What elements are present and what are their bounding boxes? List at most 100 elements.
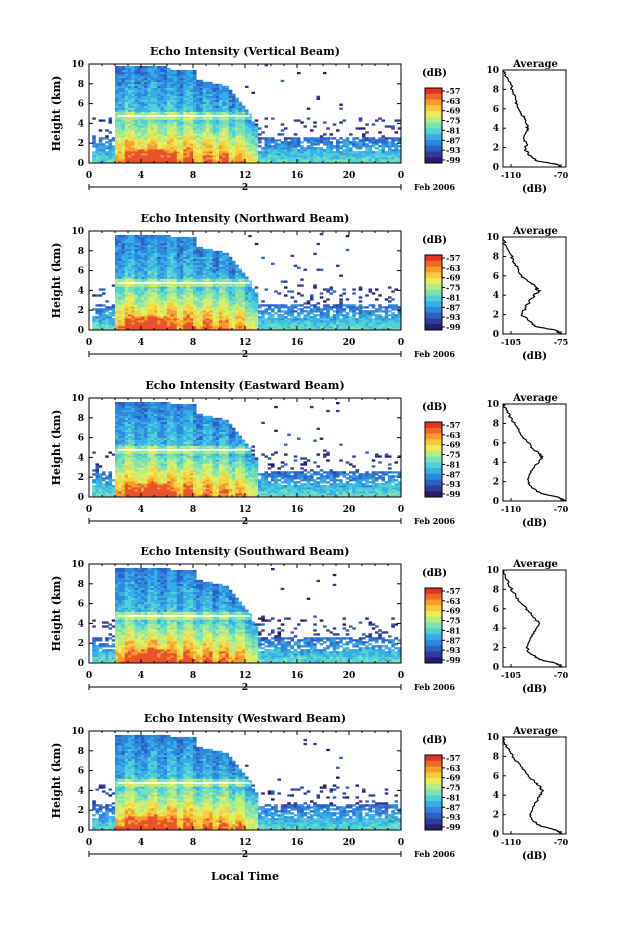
heat-cell [206,261,210,263]
heat-cell [216,129,220,131]
heat-cell [239,139,243,141]
heat-cell [154,255,158,257]
heat-cell [369,153,373,155]
heat-cell [291,310,295,312]
heat-cell [333,322,337,324]
heat-cell [255,322,259,324]
heat-cell [180,125,184,127]
heat-cell [96,159,100,161]
heat-cell [203,314,207,316]
heat-cell [122,241,126,243]
heat-cell [144,314,148,316]
heat-cell [187,286,191,288]
heat-cell [161,135,165,137]
heat-cell [131,279,135,281]
heat-cell [141,108,145,110]
heat-cell [154,84,158,86]
heat-cell [161,100,165,102]
heat-cell [99,312,103,314]
heat-cell [229,145,233,147]
heat-cell [112,318,116,320]
heat-cell [190,249,194,251]
heat-cell [245,143,249,145]
heat-cell [161,125,165,127]
heat-cell [174,108,178,110]
heat-cell [278,143,282,145]
heat-cell [151,279,155,281]
heat-cell [229,298,233,300]
heat-cell [294,149,298,151]
heat-cell [307,151,311,153]
heat-cell [206,263,210,265]
heat-cell [180,300,184,302]
heat-cell [226,306,230,308]
heat-cell [313,157,317,159]
heat-cell [190,147,194,149]
heat-cell [122,88,126,90]
heat-cell [144,286,148,288]
heat-cell [209,127,213,129]
heat-cell [229,265,233,267]
heat-cell [131,290,135,292]
heat-cell [115,100,119,102]
heat-cell [161,235,165,237]
heat-cell [135,265,139,267]
heat-cell [320,153,324,155]
heat-cell [219,271,223,273]
heat-cell [154,117,158,119]
heat-cell [239,294,243,296]
heat-cell [203,288,207,290]
heat-cell [287,290,291,292]
heat-cell [183,322,187,324]
heat-cell [372,153,376,155]
heat-cell [193,90,197,92]
heat-cell [170,265,174,267]
heat-cell [235,137,239,139]
heat-cell [138,275,142,277]
heat-cell [346,322,350,324]
heat-cell [326,318,330,320]
heat-cell [362,159,366,161]
heat-cell [265,147,269,149]
heat-cell [193,74,197,76]
heat-cell [154,277,158,279]
heat-cell [161,263,165,265]
heat-cell [219,288,223,290]
heat-cell [161,159,165,161]
heat-cell [196,96,200,98]
heat-cell [122,86,126,88]
heat-cell [395,155,399,157]
heat-cell [157,322,161,324]
heat-cell [135,147,139,149]
heat-cell [115,78,119,80]
heat-cell [229,304,233,306]
heat-cell [118,88,122,90]
colorbar-tick-label: -93 [446,145,461,155]
heat-cell [235,314,239,316]
heat-cell [105,300,109,302]
heat-cell [300,121,304,123]
heat-cell [167,247,171,249]
heat-cell [235,302,239,304]
heat-cell [157,306,161,308]
heat-cell [362,137,366,139]
heat-cell [183,279,187,281]
heat-cell [284,151,288,153]
heat-cell [258,312,262,314]
heat-cell [213,288,217,290]
heat-cell [209,316,213,318]
heat-cell [206,149,210,151]
heat-cell [219,104,223,106]
x-tick-label: 16 [291,171,304,181]
heat-cell [125,294,129,296]
heat-cell [115,80,119,82]
heat-cell [206,145,210,147]
heat-cell [229,308,233,310]
heat-cell [255,159,259,161]
heat-cell [287,155,291,157]
heat-cell [333,157,337,159]
heat-cell [144,131,148,133]
heat-cell [180,251,184,253]
heat-cell [203,306,207,308]
heat-cell [187,82,191,84]
